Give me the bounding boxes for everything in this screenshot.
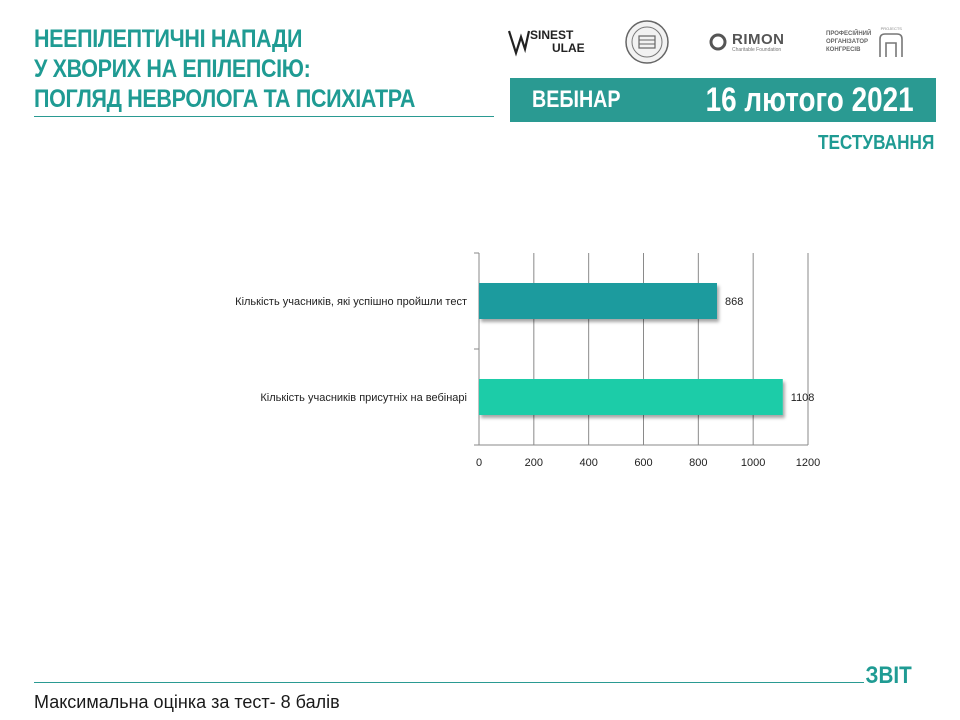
seal-emblem-icon	[625, 20, 669, 64]
rimon-logo: RIMON Charitable Foundation	[708, 18, 794, 66]
rimon-logo-name: RIMON	[732, 31, 785, 48]
footer-label: ЗВІТ	[865, 662, 912, 689]
x-tick-label-200: 200	[525, 457, 543, 469]
banner-date: 16 лютого 2021	[706, 81, 914, 119]
x-tick-label-1000: 1000	[741, 457, 765, 469]
sinest-logo-line1: SINEST	[530, 28, 574, 42]
footer-note: Максимальна оцінка за тест- 8 балів	[34, 692, 340, 712]
data-label-1: 868	[725, 296, 743, 308]
bar-2	[479, 379, 783, 415]
x-tick-label-800: 800	[689, 457, 707, 469]
category-label-1: Кількість учасників, які успішно пройшли…	[235, 296, 467, 308]
webinar-title: НЕЕПІЛЕПТИЧНІ НАПАДИ У ХВОРИХ НА ЕПІЛЕПС…	[34, 24, 494, 114]
x-tick-label-0: 0	[476, 457, 482, 469]
title-line-2: У ХВОРИХ НА ЕПІЛЕПСІЮ:	[34, 55, 311, 83]
bar-1	[479, 283, 717, 319]
section-label: ТЕСТУВАННЯ	[817, 132, 934, 154]
banner-label: ВЕБІНАР	[532, 86, 621, 113]
organizer-line-1: ПРОФЕСІЙНИЙ	[826, 31, 872, 37]
footer-divider	[34, 682, 864, 683]
partner-logos: SINEST ULAE RIMON Charitable Foundation …	[508, 18, 928, 70]
sinest-wave-icon	[508, 30, 530, 57]
x-tick-label-400: 400	[579, 457, 597, 469]
organizer-line-2: ОРГАНІЗАТОР	[826, 39, 869, 45]
organizer-tag: PROJECTS	[880, 25, 902, 31]
title-line-1: НЕЕПІЛЕПТИЧНІ НАПАДИ	[34, 25, 303, 53]
x-tick-label-600: 600	[634, 457, 652, 469]
sinest-logo-line2: ULAE	[552, 41, 585, 55]
category-label-2: Кількість учасників присутніх на вебінар…	[260, 392, 467, 404]
organizer-line-3: КОНГРЕСІВ	[826, 47, 861, 53]
association-seal-logo	[624, 18, 672, 66]
data-label-2: 1108	[791, 392, 815, 404]
title-line-3: ПОГЛЯД НЕВРОЛОГА ТА ПСИХІАТРА	[34, 85, 416, 113]
organizer-emblem-icon	[879, 32, 904, 57]
x-tick-label-1200: 1200	[796, 457, 820, 469]
congress-organizer-logo: ПРОФЕСІЙНИЙ ОРГАНІЗАТОР КОНГРЕСІВ PROJEC…	[826, 18, 936, 66]
webinar-banner: ВЕБІНАР 16 лютого 2021	[510, 78, 936, 122]
sinest-logo: SINEST ULAE	[508, 18, 588, 66]
title-underline	[34, 116, 494, 117]
rimon-ring-icon	[709, 33, 727, 51]
rimon-logo-subtitle: Charitable Foundation	[732, 47, 782, 53]
